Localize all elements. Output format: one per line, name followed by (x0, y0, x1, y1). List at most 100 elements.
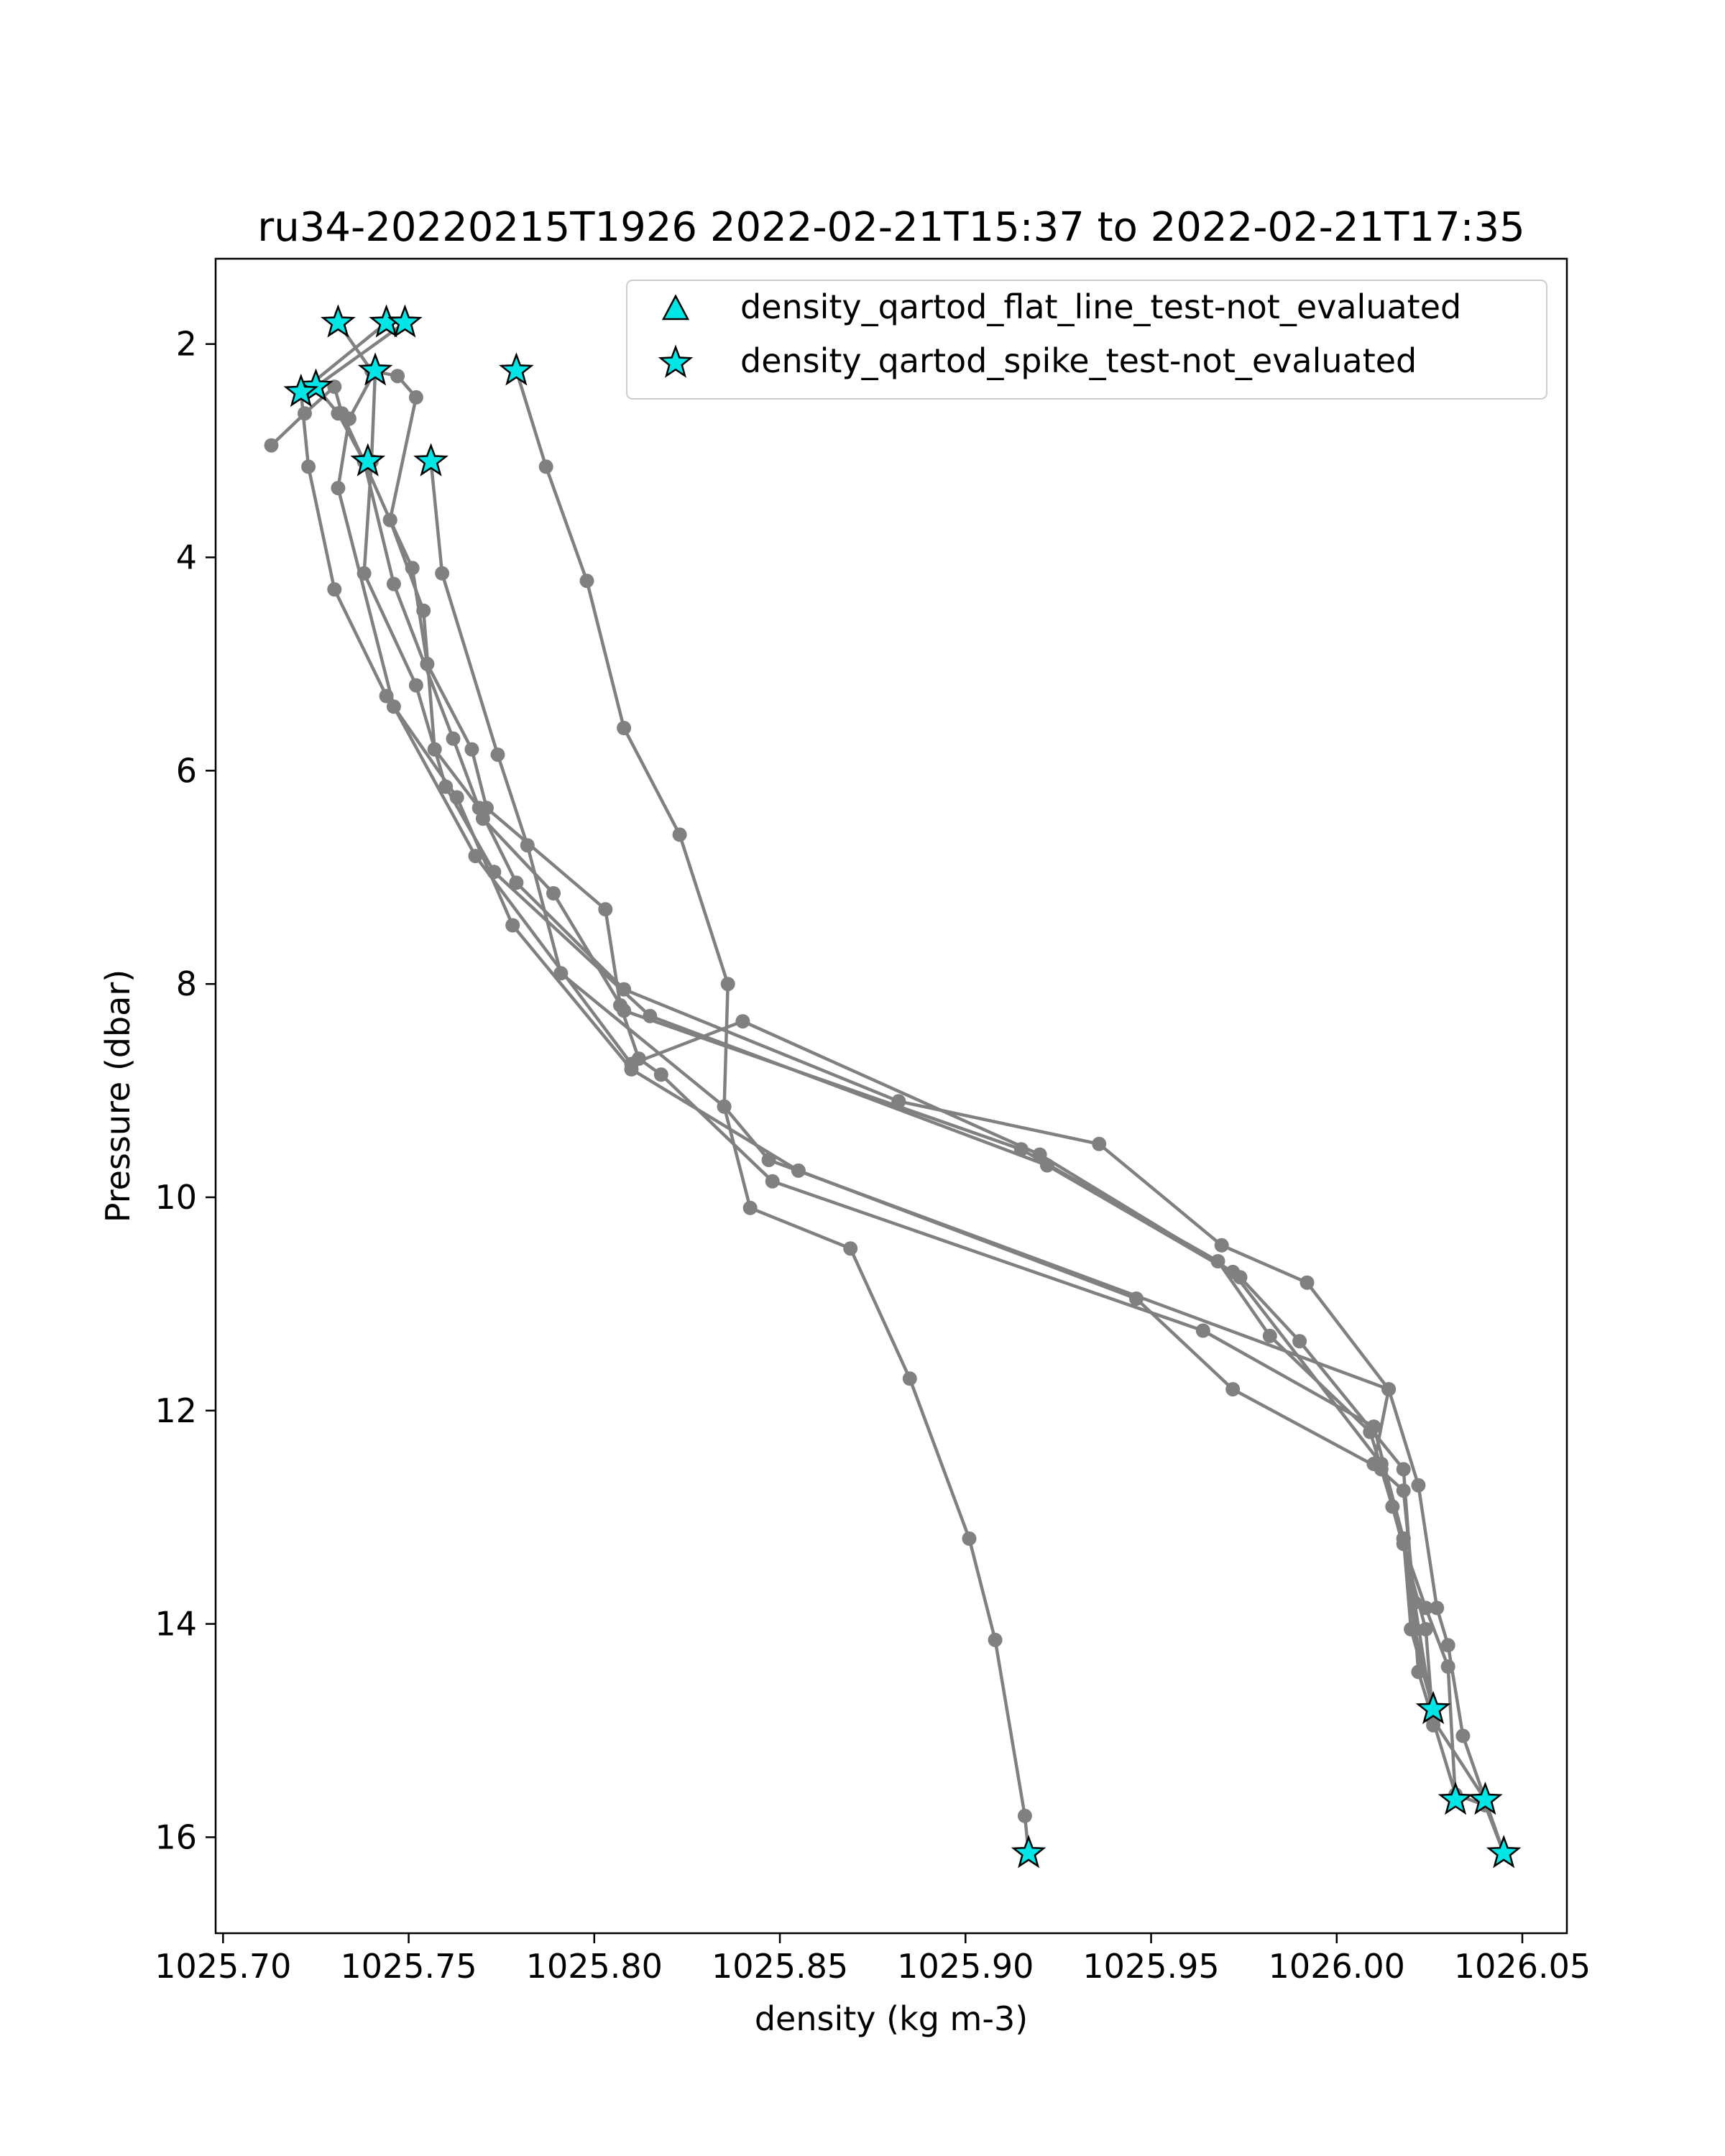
y-axis: 2 4 6 8 10 12 14 16 (155, 325, 216, 1856)
profile-4-point-5 (379, 688, 394, 704)
profile-3-point-9 (546, 886, 561, 900)
profile-6-point-13 (653, 1067, 668, 1082)
profile-line-2 (314, 321, 1506, 1854)
profile-7-point-5 (553, 966, 569, 981)
profile-4-point-6 (449, 790, 464, 805)
spike-test-star-6 (298, 368, 334, 402)
profile-3-point-1 (264, 438, 279, 453)
profile-2-point-14 (1300, 1275, 1315, 1290)
legend-label-spike: density_qartod_spike_test-not_evaluated (740, 341, 1417, 380)
profile-4-point-11 (1225, 1382, 1241, 1397)
spike-test-star-9 (413, 443, 448, 476)
profile-5-point-7 (643, 1008, 658, 1023)
spike-test-star-5 (498, 352, 534, 386)
profile-2-point-7 (427, 742, 442, 757)
profile-3-point-11 (1013, 1142, 1029, 1157)
legend-star-marker (658, 344, 694, 378)
profile-8-point-11 (1385, 1499, 1400, 1514)
profile-5-point-3 (356, 566, 372, 581)
profile-5-point-5 (438, 779, 454, 794)
plot-area (264, 304, 1522, 1869)
spike-test-star-4 (357, 352, 393, 386)
profile-6-point-7 (420, 656, 435, 671)
y-tick-label: 6 (176, 751, 197, 790)
profile-1-point-6 (720, 977, 735, 992)
y-tick-label: 10 (155, 1178, 197, 1217)
spike-test-star-13 (1011, 1835, 1046, 1869)
legend-box (626, 280, 1547, 400)
profile-line-6 (336, 321, 1435, 1710)
profile-2-point-18 (1440, 1638, 1455, 1653)
profile-7-point-2 (435, 566, 450, 581)
profile-8-point-12 (1418, 1622, 1433, 1636)
profile-4-point-7 (505, 918, 520, 933)
profile-3-point-12 (1210, 1254, 1225, 1268)
y-axis-label: Pressure (dbar) (98, 969, 137, 1222)
x-tick-label: 1025.75 (340, 1947, 477, 1986)
profile-3-point-6 (386, 576, 401, 591)
x-axis: 1025.70 1025.75 1025.80 1025.85 1025.90 1025.… (155, 1933, 1591, 1986)
profile-5-point-12 (1411, 1664, 1426, 1680)
profile-7-point-7 (761, 1153, 776, 1167)
profile-4-point-4 (327, 582, 342, 597)
spike-test-star-12 (1468, 1781, 1503, 1815)
axes-frame (214, 257, 1568, 1935)
x-axis-label: density (kg m-3) (755, 1999, 1028, 2038)
profile-line-4 (299, 321, 1458, 1800)
x-tick-label: 1025.90 (897, 1947, 1034, 1986)
profile-6-point-16 (1366, 1419, 1381, 1434)
x-tick-label: 1026.05 (1454, 1947, 1591, 1986)
profile-4-point-9 (791, 1163, 806, 1178)
profile-2-point-13 (1214, 1238, 1229, 1253)
spike-test-star-11 (1438, 1781, 1473, 1815)
x-tick-label: 1025.85 (712, 1947, 848, 1986)
profile-8-point-4 (386, 699, 401, 714)
profile-8-point-3 (331, 481, 346, 496)
spike-test-star-1 (321, 304, 356, 338)
profile-3-point-13 (1262, 1328, 1277, 1343)
profile-8-point-8 (1032, 1147, 1047, 1162)
profile-3-point-7 (446, 731, 461, 746)
profile-2-point-17 (1430, 1600, 1445, 1616)
y-tick-label: 2 (176, 325, 197, 364)
x-tick-label: 1025.70 (155, 1947, 291, 1986)
profile-1-point-2 (538, 459, 553, 474)
profile-line-8 (336, 369, 1435, 1726)
profile-8-point-2 (341, 411, 356, 426)
chart-title: ru34-20220215T1926 2022-02-21T15:37 to 2… (257, 204, 1524, 251)
profile-1-point-3 (579, 573, 594, 589)
profile-2-point-6 (416, 603, 431, 618)
profile-1-point-10 (902, 1371, 917, 1386)
x-tick-label: 1025.80 (526, 1947, 663, 1986)
profile-8-point-7 (735, 1014, 750, 1029)
y-tick-label: 16 (155, 1818, 197, 1856)
profile-1-point-5 (672, 827, 687, 842)
profile-6-point-17 (1396, 1531, 1411, 1546)
profile-8-point-6 (624, 1056, 639, 1072)
profile-1-point-8 (742, 1200, 758, 1215)
spike-test-star-8 (350, 443, 386, 476)
profile-1-point-12 (988, 1632, 1003, 1647)
profile-5-point-4 (408, 678, 423, 693)
profile-2-point-11 (891, 1094, 906, 1109)
y-tick-label: 8 (176, 964, 197, 1003)
profile-6-point-14 (765, 1174, 780, 1189)
profile-1-point-4 (617, 721, 632, 735)
profile-line-5 (362, 370, 1506, 1854)
x-tick-label: 1025.95 (1082, 1947, 1219, 1986)
spike-test-star-7 (283, 373, 319, 407)
spike-test-star-14 (1486, 1835, 1522, 1869)
spike-test-star-10 (1415, 1690, 1451, 1724)
profile-5-point-8 (1039, 1158, 1054, 1173)
profile-8-point-5 (468, 849, 483, 864)
profile-2-point-19 (1455, 1728, 1471, 1743)
profile-3-point-3 (327, 379, 342, 395)
profile-1-point-11 (962, 1531, 977, 1546)
profile-7-point-10 (1396, 1483, 1411, 1498)
profile-1-point-9 (843, 1241, 858, 1256)
profile-6-point-15 (1195, 1323, 1210, 1338)
profile-7-point-6 (717, 1099, 732, 1114)
profile-4-point-3 (301, 459, 316, 474)
legend: density_qartod_flat_line_test-not_evalua… (626, 280, 1547, 400)
